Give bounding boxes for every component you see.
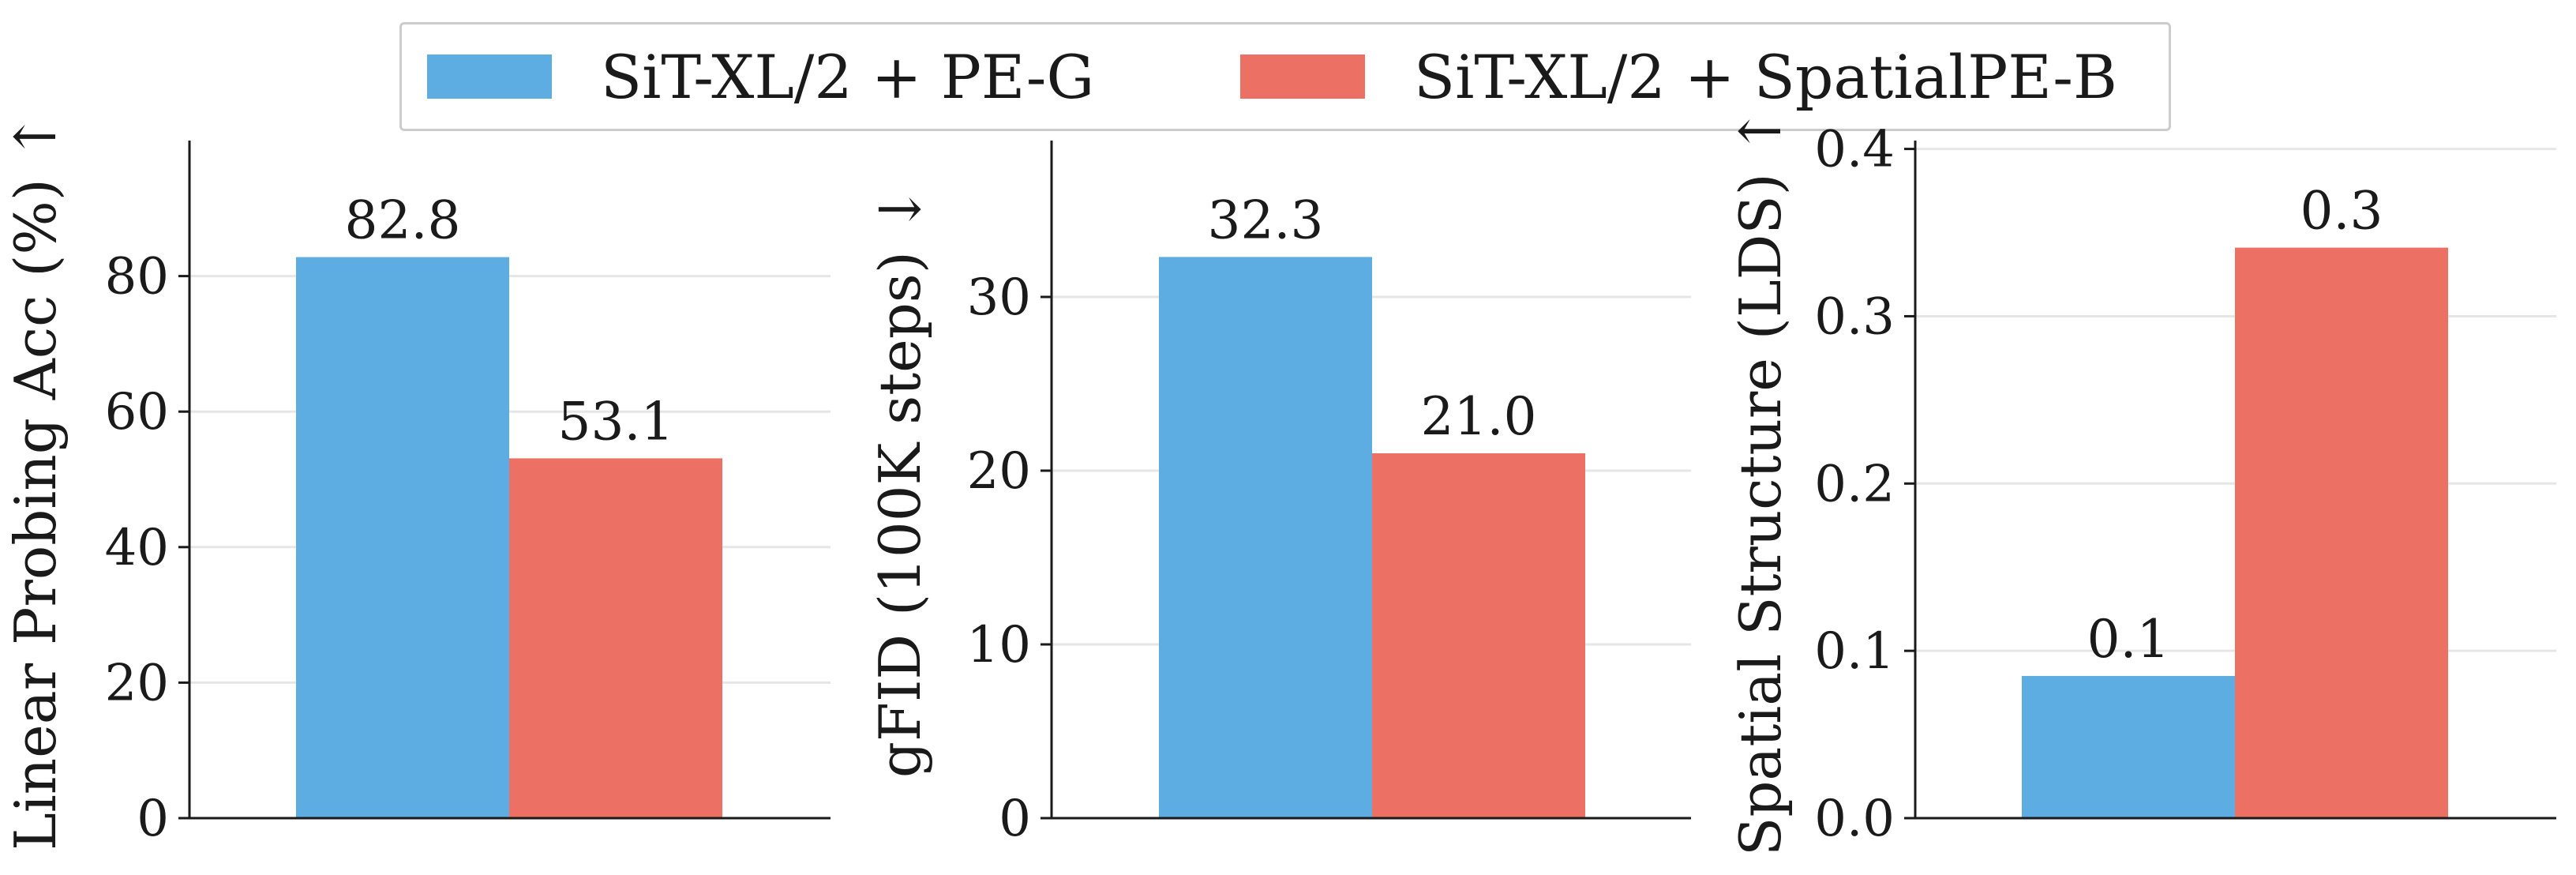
legend-label-pe-g: SiT-XL/2 + PE-G (601, 41, 1095, 112)
ytick-label-1-3: 30 (967, 269, 1031, 327)
bar-value-label-2-0: 0.1 (2087, 609, 2170, 670)
ytick-label-0-3: 60 (105, 383, 169, 441)
ytick-label-0-1: 20 (105, 654, 169, 712)
bar-2-0 (2022, 675, 2235, 818)
ytick-label-0-4: 80 (105, 248, 169, 306)
y-axis-title-1: gFID (100K steps) ↓ (867, 186, 933, 778)
ytick-label-0-0: 0 (137, 790, 169, 848)
bar-0-0 (296, 257, 509, 818)
bar-value-label-2-1: 0.3 (2300, 181, 2383, 242)
ytick-label-0-2: 40 (105, 519, 169, 577)
legend-label-spatialpe-b: SiT-XL/2 + SpatialPE-B (1414, 41, 2117, 112)
ytick-label-2-3: 0.3 (1814, 287, 1895, 346)
ytick-label-2-0: 0.0 (1814, 790, 1895, 848)
ytick-label-1-2: 20 (967, 442, 1031, 501)
bar-2-1 (2235, 247, 2448, 818)
y-axis-title-2: Spatial Structure (LDS) ↑ (1727, 107, 1794, 856)
ytick-label-2-1: 0.1 (1814, 622, 1895, 681)
bar-1-0 (1159, 257, 1372, 818)
ytick-label-1-0: 0 (999, 790, 1031, 848)
bar-value-label-0-1: 53.1 (558, 391, 674, 452)
bar-0-1 (509, 458, 722, 818)
bar-value-label-1-0: 32.3 (1208, 190, 1324, 250)
ytick-label-2-4: 0.4 (1814, 121, 1895, 179)
ytick-label-1-1: 10 (967, 616, 1031, 674)
ytick-label-2-2: 0.2 (1814, 455, 1895, 513)
legend-item-spatialpe-b: SiT-XL/2 + SpatialPE-B (1240, 24, 2117, 129)
legend: SiT-XL/2 + PE-G SiT-XL/2 + SpatialPE-B (399, 22, 2171, 131)
bar-value-label-0-0: 82.8 (345, 190, 461, 251)
bar-1-1 (1372, 453, 1585, 818)
legend-swatch-pe-g (427, 54, 552, 99)
bar-value-label-1-1: 21.0 (1421, 386, 1537, 447)
y-axis-title-0: Linear Probing Acc (%) ↑ (2, 113, 69, 851)
legend-item-pe-g: SiT-XL/2 + PE-G (427, 24, 1094, 129)
legend-swatch-spatialpe-b (1240, 54, 1365, 99)
